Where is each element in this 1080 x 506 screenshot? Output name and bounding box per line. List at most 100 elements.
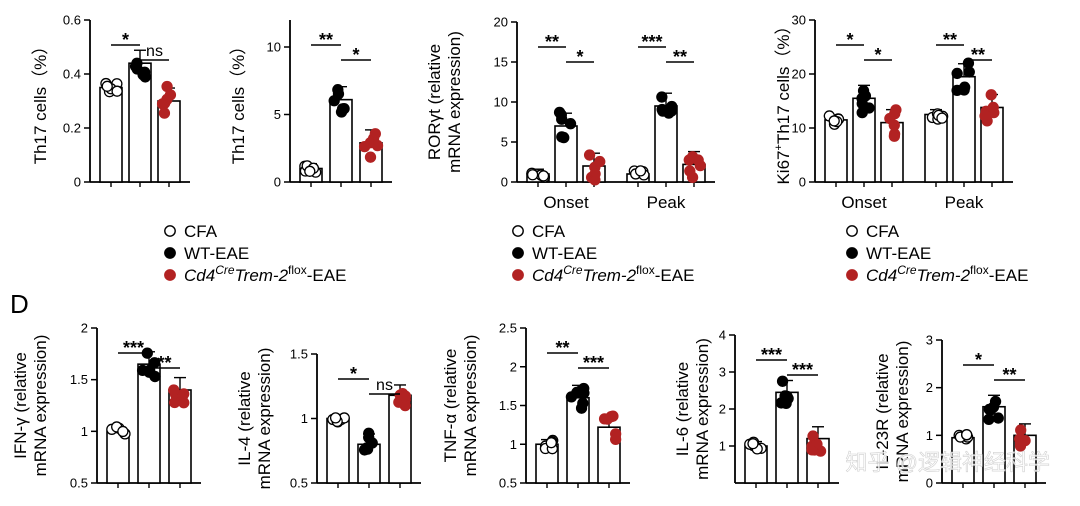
- dot-cfa: [634, 165, 647, 177]
- dot-cfa: [936, 112, 948, 124]
- dot-cd4: [692, 154, 704, 166]
- dot-cfa: [526, 169, 539, 181]
- y-tick-label: 4: [719, 328, 726, 343]
- y-tick-label: 2: [719, 402, 726, 417]
- y-axis-label: mRNA expression): [445, 31, 464, 173]
- legend-marker-cd4: [164, 269, 176, 281]
- legend-marker-cfa: [164, 225, 176, 237]
- significance-label: ***: [123, 338, 144, 358]
- dot-wt: [578, 382, 590, 395]
- significance-label: *: [975, 350, 982, 370]
- y-axis-label: RORγt (relative: [425, 44, 444, 160]
- significance-label: *: [846, 30, 853, 50]
- x-category-label: Onset: [543, 193, 589, 212]
- y-tick-label: 1: [719, 439, 726, 454]
- legend-label-part: -EAE: [307, 266, 347, 285]
- y-axis-label: mRNA expression): [31, 335, 50, 477]
- dot-cfa: [117, 425, 129, 438]
- y-tick-label: 5: [501, 135, 508, 150]
- y-tick-label: 10: [792, 121, 806, 136]
- legend-marker-wt: [846, 247, 858, 259]
- y-tick-label: 0: [274, 175, 281, 190]
- y-axis-label: IL-4 (relative: [235, 371, 254, 465]
- y-tick-label: 1.5: [499, 398, 517, 413]
- significance-label: **: [673, 47, 687, 67]
- legend-label: CFA: [184, 222, 218, 241]
- y-tick-label: 0.5: [70, 476, 88, 491]
- dot-cfa: [545, 437, 557, 449]
- significance-label: **: [943, 30, 957, 50]
- dot-wt: [983, 413, 995, 426]
- dot-cd4: [369, 128, 381, 140]
- bar-cfa: [326, 417, 350, 484]
- significance-label: ns: [146, 43, 163, 60]
- dot-cd4: [605, 411, 617, 423]
- significance-label: ***: [583, 353, 604, 373]
- y-tick-label: 0.4: [63, 67, 81, 82]
- dot-wt: [144, 364, 156, 376]
- y-axis-label-part: Ki67: [774, 151, 793, 185]
- dot-cd4: [399, 399, 411, 412]
- bar-cfa: [99, 86, 123, 183]
- y-tick-label: 10: [494, 95, 508, 110]
- legend-label: WT-EAE: [532, 244, 597, 263]
- legend-label-sup: flox: [636, 263, 655, 277]
- dot-cd4: [589, 174, 601, 186]
- legend-label-part: -EAE: [989, 266, 1029, 285]
- legend-marker-wt: [164, 247, 176, 259]
- significance-label: **: [1002, 365, 1016, 385]
- legend-label: WT-EAE: [866, 244, 931, 263]
- legend-label-part: Trem-2: [235, 266, 289, 285]
- y-tick-label: 10: [267, 40, 281, 55]
- legend-label: CFA: [532, 222, 566, 241]
- legend-label-part: Trem-2: [917, 266, 971, 285]
- y-axis-label: IL-6 (relative: [673, 362, 692, 456]
- y-tick-label: 2: [926, 380, 933, 395]
- significance-label: ***: [641, 32, 662, 52]
- dot-wt: [556, 131, 568, 143]
- y-axis-label: mRNA expression): [255, 348, 274, 490]
- dot-cfa: [747, 438, 759, 450]
- legend-label-part: Trem-2: [583, 266, 637, 285]
- x-category-label: Peak: [647, 193, 686, 212]
- dot-cfa: [304, 165, 316, 177]
- legend-label-sup: Cre: [897, 263, 917, 277]
- significance-label: ***: [792, 360, 813, 380]
- legend-marker-wt: [512, 247, 524, 259]
- y-axis-label: IFN-γ (relative: [11, 352, 30, 459]
- legend-label: Cd4CreTrem-2flox-EAE: [532, 263, 694, 285]
- significance-label: **: [319, 30, 333, 50]
- y-tick-label: 15: [494, 55, 508, 70]
- dot-wt: [366, 437, 378, 449]
- dot-wt: [775, 397, 787, 409]
- y-axis-label-part: Th17 cells（%）: [774, 17, 793, 144]
- y-tick-label: 5: [274, 107, 281, 122]
- dot-cd4: [987, 101, 999, 114]
- chart-tnfa: 0.5 1 1.5 2 2.5 TNF-α (relative mRNA expressio…: [441, 321, 630, 491]
- y-tick-label: 1: [81, 424, 88, 439]
- panel-letter: D: [10, 289, 29, 319]
- bar-cfa: [924, 113, 948, 183]
- y-axis-label: mRNA expression): [461, 335, 480, 477]
- watermark-text: 知乎 @逻辑神经科学: [846, 450, 1050, 475]
- dot-cd4: [806, 444, 818, 456]
- legend-label: Cd4CreTrem-2flox-EAE: [184, 263, 346, 285]
- chart-il6: 1 2 3 4 IL-6 (relative mRNA expression) *** ***: [673, 328, 839, 488]
- legend-marker-cfa: [846, 225, 858, 237]
- dot-cd4: [985, 89, 997, 101]
- legend-label: CFA: [866, 222, 900, 241]
- significance-label: **: [157, 353, 171, 373]
- y-tick-label: 2: [510, 359, 517, 374]
- significance-label: **: [971, 45, 985, 65]
- dot-wt: [776, 375, 789, 387]
- dot-cfa: [111, 85, 123, 97]
- legend-label-part: Cd4: [532, 266, 563, 285]
- legend-label-part: Cd4: [184, 266, 215, 285]
- legend-marker-cd4: [512, 269, 524, 281]
- dot-cd4: [158, 107, 171, 119]
- dot-wt: [577, 397, 589, 409]
